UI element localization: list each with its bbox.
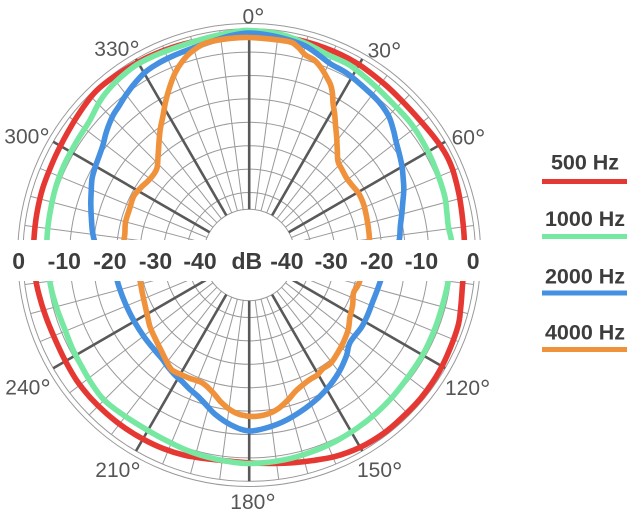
svg-text:30°: 30° [368,37,402,67]
svg-text:150°: 150° [357,456,402,486]
svg-text:0: 0 [467,248,480,274]
svg-text:500 Hz: 500 Hz [551,151,619,175]
svg-text:2000 Hz: 2000 Hz [545,265,625,289]
svg-text:-30: -30 [139,248,172,274]
svg-text:-40: -40 [183,248,216,274]
svg-text:-20: -20 [360,248,393,274]
svg-text:-30: -30 [315,248,348,274]
svg-text:120°: 120° [445,374,490,404]
svg-text:210°: 210° [95,456,140,486]
svg-text:-10: -10 [405,248,438,274]
svg-text:-20: -20 [93,248,126,274]
svg-text:300°: 300° [4,123,49,153]
svg-text:240°: 240° [5,374,50,404]
svg-text:0°: 0° [242,3,264,33]
svg-text:-10: -10 [48,248,81,274]
svg-text:4000 Hz: 4000 Hz [545,321,625,345]
svg-text:1000 Hz: 1000 Hz [545,207,625,231]
svg-text:60°: 60° [452,124,486,154]
svg-text:0: 0 [12,248,25,274]
svg-text:-40: -40 [270,248,303,274]
svg-text:dB: dB [231,248,262,274]
svg-text:180°: 180° [230,488,275,518]
svg-text:330°: 330° [94,35,139,65]
